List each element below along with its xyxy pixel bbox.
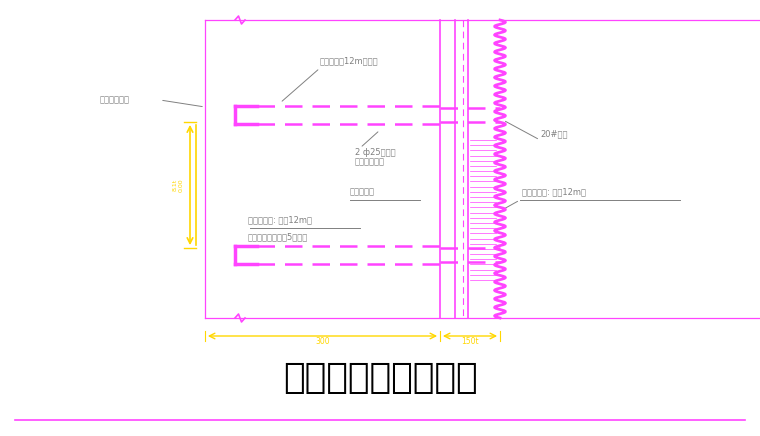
Text: 拉条钢筋桩: 桩距12m长: 拉条钢筋桩: 桩距12m长 (522, 187, 586, 196)
Text: 拉条钢筋距12m十地锚: 拉条钢筋距12m十地锚 (320, 56, 378, 65)
Text: 焊接成对间平: 焊接成对间平 (355, 157, 385, 166)
Text: 钢板支撑平面布置图: 钢板支撑平面布置图 (283, 361, 477, 395)
Text: 冷钢带插大尹闸距5米布置: 冷钢带插大尹闸距5米布置 (248, 232, 309, 241)
Text: 150t: 150t (461, 337, 479, 346)
Text: 8.1t
0.00: 8.1t 0.00 (173, 178, 183, 192)
Text: 20#槽钢: 20#槽钢 (540, 129, 568, 138)
Text: 300: 300 (315, 337, 330, 346)
Text: 拼接处支座: 拼接处支座 (350, 187, 375, 196)
Text: 2 ф25螺纹钢: 2 ф25螺纹钢 (355, 148, 396, 157)
Text: 拉条钢筋桩: 桩距12m长: 拉条钢筋桩: 桩距12m长 (248, 215, 312, 224)
Text: 与钢板桩连接: 与钢板桩连接 (100, 95, 130, 105)
